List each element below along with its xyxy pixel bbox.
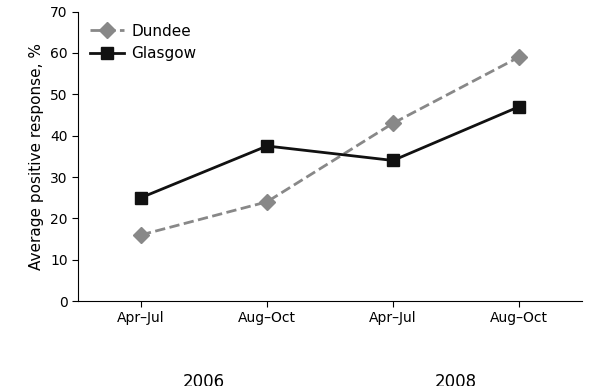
Dundee — [515, 55, 523, 59]
Line: Glasgow: Glasgow — [136, 101, 524, 203]
Text: 2006: 2006 — [183, 373, 225, 386]
Text: 2008: 2008 — [435, 373, 477, 386]
Dundee — [389, 121, 397, 125]
Glasgow — [137, 195, 145, 200]
Y-axis label: Average positive response, %: Average positive response, % — [29, 43, 44, 270]
Dundee — [137, 233, 145, 237]
Glasgow — [389, 158, 397, 163]
Dundee — [263, 200, 271, 204]
Glasgow — [263, 144, 271, 148]
Glasgow — [515, 104, 523, 109]
Line: Dundee: Dundee — [136, 51, 524, 240]
Legend: Dundee, Glasgow: Dundee, Glasgow — [86, 19, 201, 66]
